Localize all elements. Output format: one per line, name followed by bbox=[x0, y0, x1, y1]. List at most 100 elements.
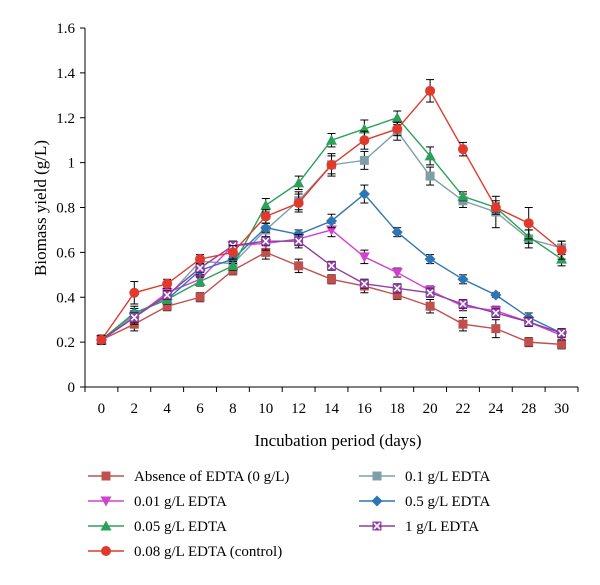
marker-cross bbox=[525, 318, 533, 326]
marker-cross bbox=[558, 329, 566, 337]
legend-item: Absence of EDTA (0 g/L) bbox=[88, 469, 289, 485]
series-4 bbox=[95, 110, 568, 345]
x-tick-labels: 0 2 4 6 8 10 12 14 16 18 20 22 24 28 30 bbox=[98, 401, 569, 417]
data-point-marker bbox=[556, 245, 567, 256]
y-tick-label: 0.8 bbox=[56, 201, 75, 217]
data-point-marker bbox=[392, 290, 402, 300]
data-point-marker bbox=[194, 276, 206, 287]
x-tick-label: 0 bbox=[98, 401, 106, 417]
y-tick-label: 1.6 bbox=[56, 21, 75, 37]
data-point-marker bbox=[490, 202, 501, 213]
marker-cross bbox=[393, 284, 401, 292]
legend-item: 0.05 g/L EDTA bbox=[88, 519, 227, 535]
x-tick-label: 30 bbox=[554, 401, 569, 417]
data-point-marker bbox=[457, 273, 469, 285]
data-point-marker bbox=[371, 495, 383, 507]
series-5 bbox=[96, 233, 567, 345]
data-point-marker bbox=[392, 123, 403, 134]
data-point-marker bbox=[425, 301, 435, 311]
data-point-marker bbox=[424, 150, 436, 161]
data-point-marker bbox=[359, 135, 370, 146]
marker-cross bbox=[426, 289, 434, 297]
data-point-marker bbox=[129, 287, 140, 298]
legend-item: 1 g/L EDTA bbox=[359, 519, 479, 535]
x-tick-label: 6 bbox=[196, 401, 204, 417]
data-point-marker bbox=[359, 155, 369, 165]
data-point-marker bbox=[457, 190, 469, 201]
legend: Absence of EDTA (0 g/L) 0.1 g/L EDTA 0.01 … bbox=[88, 469, 490, 560]
marker-cross bbox=[295, 237, 303, 245]
data-point-marker bbox=[424, 253, 436, 265]
x-tick-label: 14 bbox=[324, 401, 340, 417]
data-point-marker bbox=[162, 278, 173, 289]
data-point-marker bbox=[195, 254, 206, 265]
marker-cross bbox=[492, 309, 500, 317]
x-tick-label: 4 bbox=[163, 401, 171, 417]
legend-item: 0.5 g/L EDTA bbox=[359, 494, 490, 510]
legend-label: 1 g/L EDTA bbox=[405, 519, 479, 535]
marker-cross bbox=[262, 237, 270, 245]
legend-label: 0.08 g/L EDTA (control) bbox=[134, 544, 282, 560]
data-point-marker bbox=[425, 85, 436, 96]
legend-label: 0.05 g/L EDTA bbox=[134, 519, 227, 535]
data-point-marker bbox=[101, 546, 111, 556]
legend-item: 0.08 g/L EDTA (control) bbox=[88, 544, 282, 560]
data-point-marker bbox=[101, 471, 111, 481]
data-point-marker bbox=[557, 339, 567, 349]
data-point-marker bbox=[326, 134, 337, 145]
data-point-marker bbox=[227, 247, 238, 258]
marker-cross bbox=[373, 522, 381, 530]
data-point-marker bbox=[358, 188, 370, 200]
data-point-marker bbox=[96, 334, 107, 345]
data-point-marker bbox=[260, 222, 272, 234]
data-point-marker bbox=[100, 520, 112, 531]
marker-cross bbox=[459, 300, 467, 308]
y-tick-label: 1.4 bbox=[56, 66, 75, 82]
legend-label: Absence of EDTA (0 g/L) bbox=[134, 469, 289, 485]
data-point-marker bbox=[227, 260, 239, 271]
data-point-marker bbox=[523, 218, 534, 229]
x-tick-label: 24 bbox=[488, 401, 504, 417]
legend-label: 0.1 g/L EDTA bbox=[405, 469, 490, 485]
x-tick-label: 10 bbox=[258, 401, 273, 417]
data-point-marker bbox=[524, 337, 534, 347]
y-tick-label: 0.4 bbox=[56, 290, 75, 306]
marker-cross bbox=[327, 262, 336, 270]
data-point-marker bbox=[391, 268, 403, 279]
axes bbox=[80, 27, 579, 392]
x-tick-label: 28 bbox=[521, 401, 536, 417]
data-point-marker bbox=[260, 211, 271, 222]
x-tick-label: 2 bbox=[131, 401, 139, 417]
marker-cross bbox=[130, 313, 138, 322]
x-tick-label: 12 bbox=[291, 401, 306, 417]
series-6 bbox=[96, 79, 567, 345]
data-point-marker bbox=[457, 144, 468, 155]
data-point-marker bbox=[458, 319, 468, 329]
x-tick-label: 18 bbox=[390, 401, 405, 417]
x-tick-label: 20 bbox=[423, 401, 438, 417]
data-point-marker bbox=[326, 215, 337, 227]
data-point-marker bbox=[261, 247, 271, 257]
marker-cross bbox=[360, 280, 368, 288]
x-tick-label: 16 bbox=[357, 401, 373, 417]
marker-cross bbox=[196, 264, 204, 272]
data-point-marker bbox=[293, 177, 305, 188]
y-axis-title: Biomass yield (g/L) bbox=[31, 140, 50, 276]
legend-item: 0.01 g/L EDTA bbox=[88, 494, 227, 510]
y-tick-label: 0.6 bbox=[56, 245, 75, 261]
data-point-marker bbox=[391, 112, 403, 123]
data-point-marker bbox=[293, 198, 304, 209]
x-tick-label: 22 bbox=[455, 401, 470, 417]
data-point-marker bbox=[100, 496, 112, 507]
data-point-marker bbox=[372, 471, 382, 481]
data-point-marker bbox=[490, 289, 502, 301]
y-tick-label: 1 bbox=[68, 156, 76, 172]
x-axis-title: Incubation period (days) bbox=[254, 431, 421, 450]
data-point-marker bbox=[294, 261, 304, 271]
data-point-marker bbox=[425, 171, 435, 181]
marker-cross bbox=[163, 291, 171, 299]
legend-label: 0.5 g/L EDTA bbox=[405, 494, 490, 510]
y-tick-label: 0 bbox=[68, 380, 76, 396]
legend-item: 0.1 g/L EDTA bbox=[359, 469, 490, 485]
